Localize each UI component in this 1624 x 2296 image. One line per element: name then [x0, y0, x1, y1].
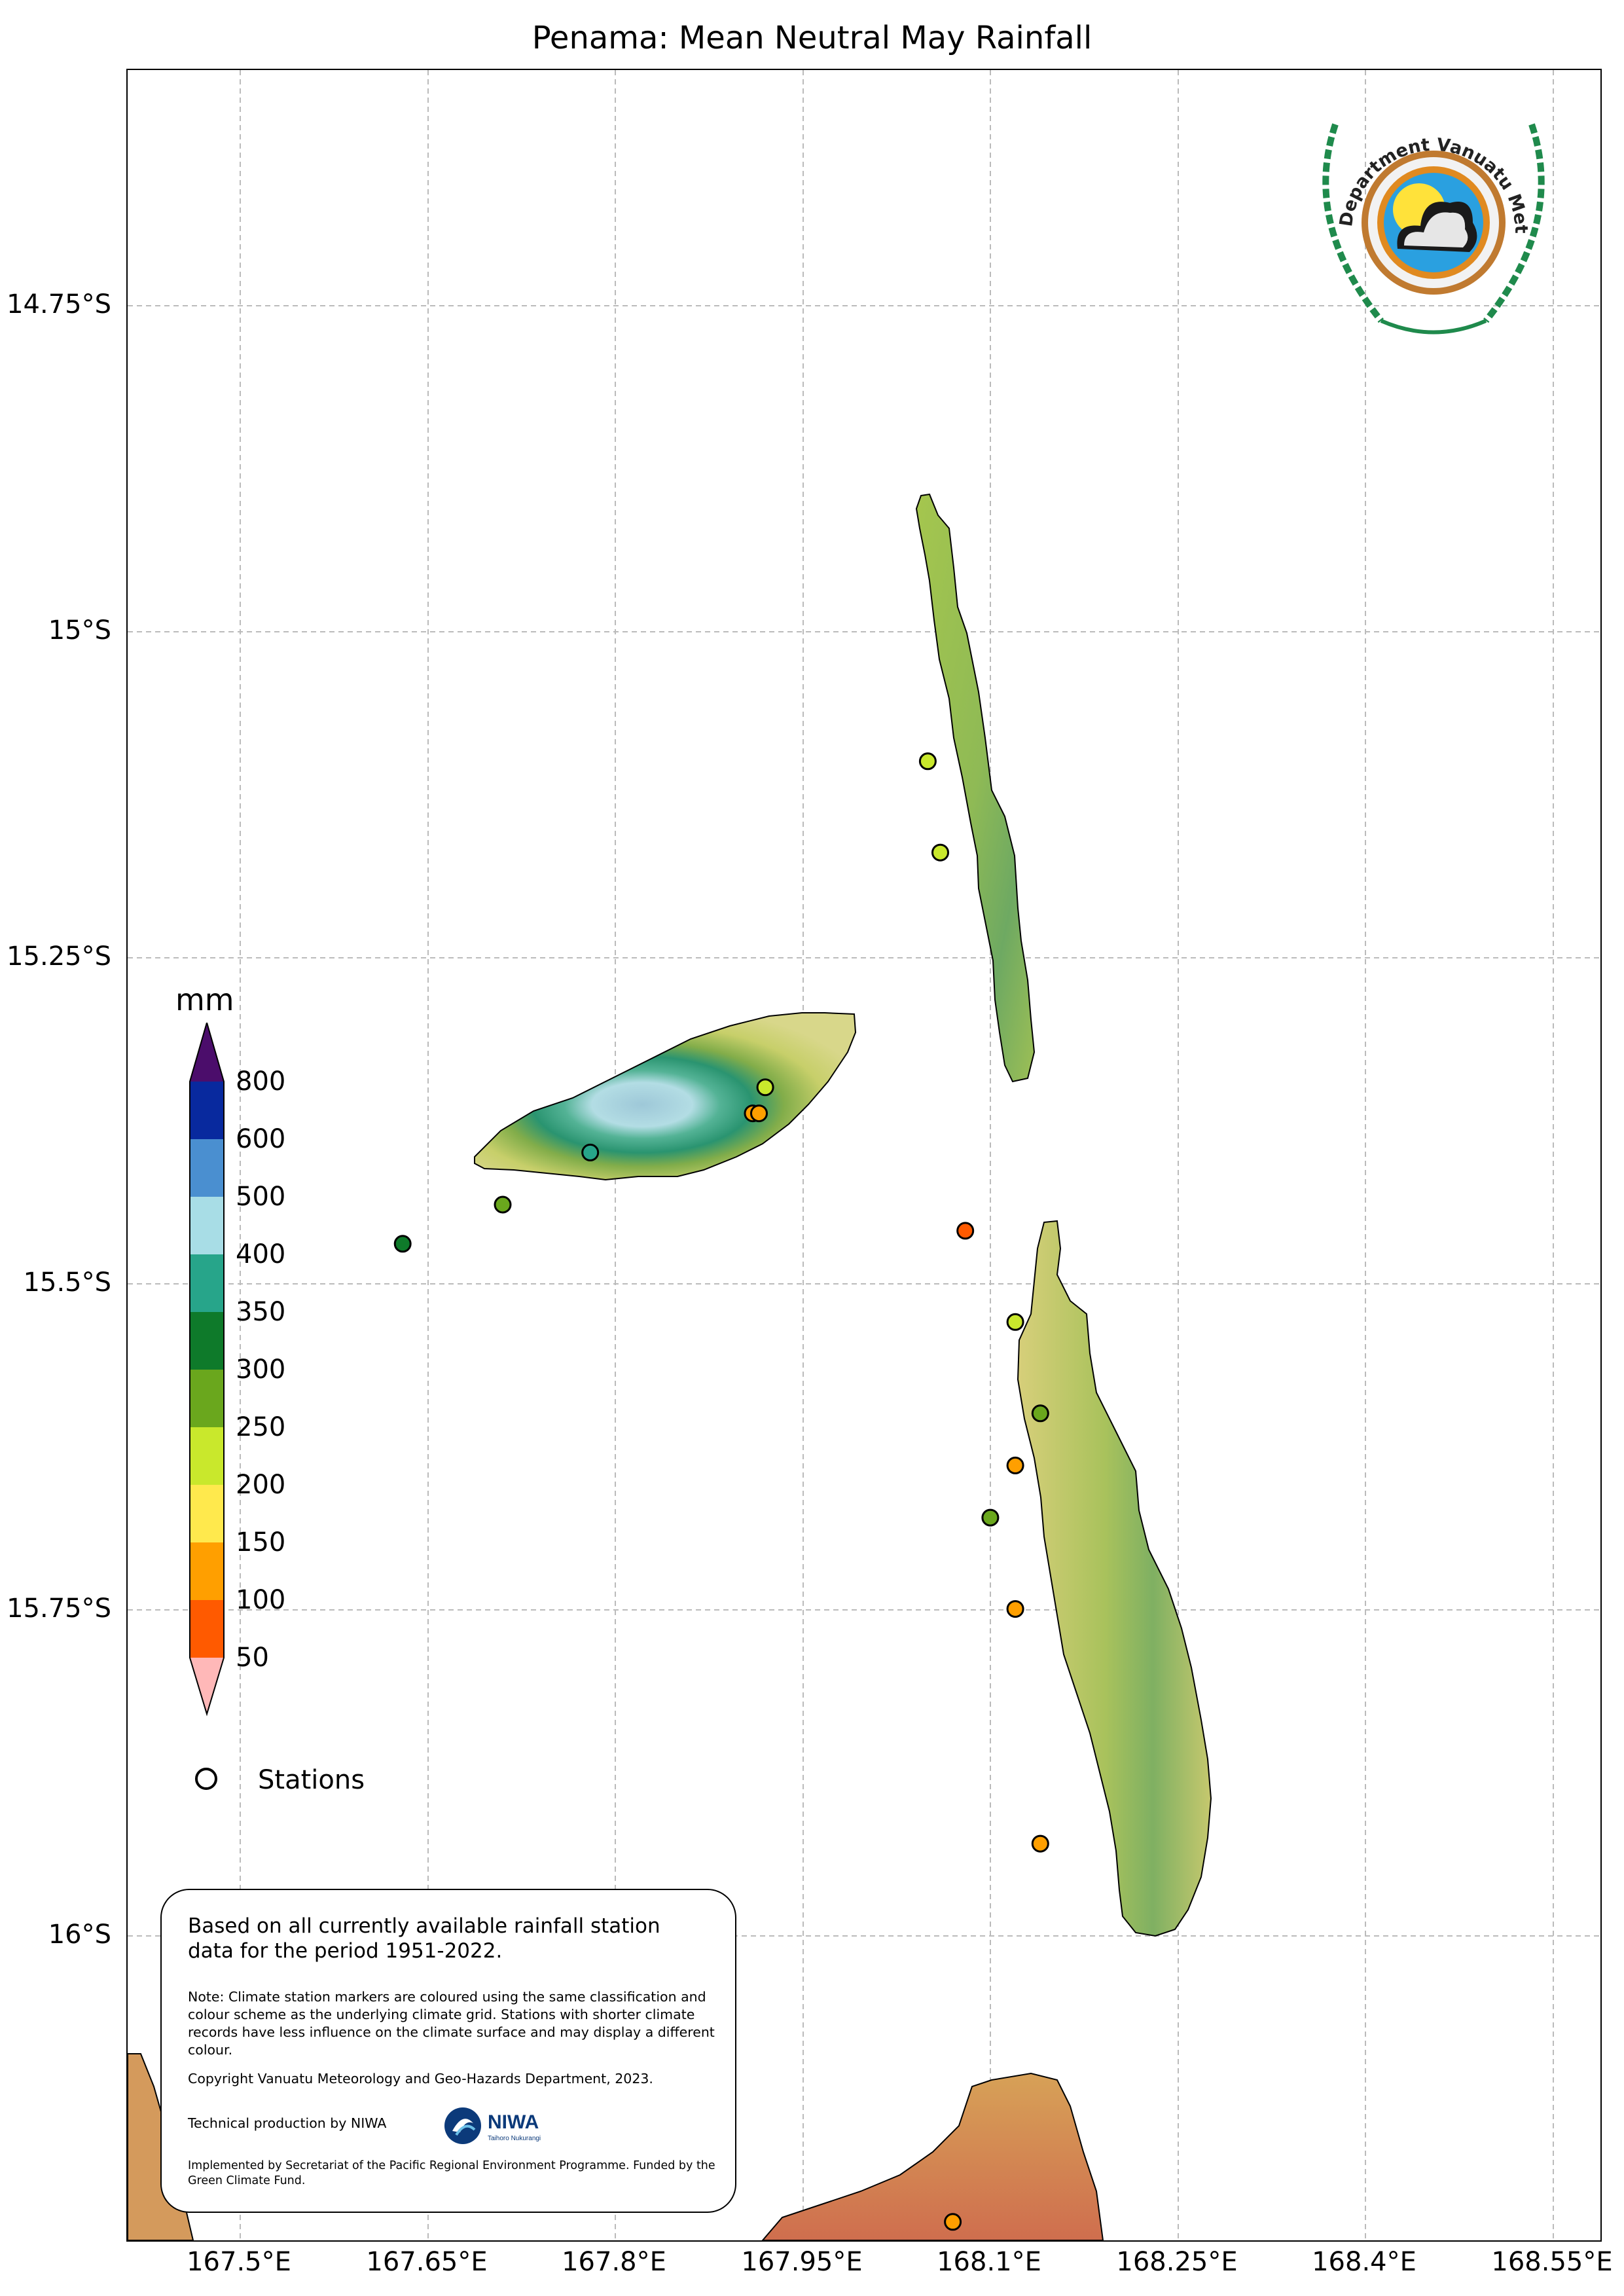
y-tick-label: 15°S — [48, 615, 111, 646]
note-box: Based on all currently available rainfal… — [160, 1889, 736, 2213]
colorbar-label: 600 — [236, 1124, 286, 1154]
station-marker[interactable] — [944, 2213, 962, 2231]
colorbar-label: 300 — [236, 1355, 286, 1385]
colorbar-segment — [190, 1542, 224, 1600]
colorbar — [189, 1023, 225, 1717]
niwa-wordmark: NIWA — [488, 2111, 539, 2133]
x-tick-label: 168.4°E — [1312, 2247, 1416, 2277]
colorbar-segment — [190, 1082, 224, 1139]
x-tick-label: 168.25°E — [1116, 2247, 1238, 2277]
niwa-tagline: Taihoro Nukurangi — [488, 2135, 541, 2142]
colorbar-segment — [190, 1370, 224, 1427]
gridlines — [128, 70, 1600, 2240]
colorbar-label: 200 — [236, 1470, 286, 1500]
y-tick-label: 15.5°S — [23, 1267, 111, 1298]
station-marker[interactable] — [756, 1078, 774, 1097]
station-marker-icon — [195, 1768, 217, 1790]
colorbar-label: 100 — [236, 1585, 286, 1615]
colorbar-label: 50 — [236, 1643, 269, 1673]
stations-layer — [393, 752, 1049, 2231]
colorbar-outline — [189, 1023, 225, 1717]
colorbar-label: 500 — [236, 1182, 286, 1212]
x-tick-label: 167.8°E — [562, 2247, 666, 2277]
colorbar-segment — [190, 1254, 224, 1312]
station-marker[interactable] — [956, 1222, 975, 1240]
x-tick-label: 167.5°E — [187, 2247, 291, 2277]
note-detail-text: Note: Climate station markers are colour… — [188, 1989, 715, 2058]
x-tick-label: 168.1°E — [937, 2247, 1041, 2277]
rainfall-map — [128, 70, 1600, 2240]
y-tick-label: 15.75°S — [7, 1594, 111, 1624]
map-panel[interactable] — [126, 69, 1602, 2242]
colorbar-upper-extension — [190, 1023, 224, 1082]
colorbar-label: 350 — [236, 1297, 286, 1327]
station-marker[interactable] — [1031, 1834, 1049, 1853]
note-tech-text: Technical production by NIWA — [188, 2115, 387, 2131]
x-tick-label: 167.65°E — [366, 2247, 488, 2277]
island-south-coast — [761, 2072, 1104, 2240]
y-tick-label: 14.75°S — [7, 289, 111, 319]
station-marker[interactable] — [1006, 1600, 1024, 1618]
y-tick-label: 15.25°S — [7, 941, 111, 972]
niwa-logo: NIWA Taihoro Nukurangi — [444, 2107, 541, 2144]
island-pentecost — [1017, 1220, 1212, 1937]
station-marker[interactable] — [981, 1508, 1000, 1527]
station-marker[interactable] — [581, 1143, 600, 1161]
colorbar-label: 800 — [236, 1066, 286, 1097]
note-main-text: Based on all currently available rainfal… — [188, 1914, 660, 1963]
colorbar-segment — [190, 1427, 224, 1485]
x-tick-label: 168.55°E — [1491, 2247, 1613, 2277]
map-title: Penama: Mean Neutral May Rainfall — [532, 20, 1092, 56]
station-legend-label: Stations — [258, 1765, 365, 1795]
vmgd-logo: Department Vanuatu Meteorology and Geo-H… — [1296, 98, 1545, 335]
colorbar-segment — [190, 1139, 224, 1197]
colorbar-label: 250 — [236, 1412, 286, 1442]
colorbar-label: 150 — [236, 1527, 286, 1558]
colorbar-segment — [190, 1600, 224, 1658]
y-tick-label: 16°S — [48, 1920, 111, 1950]
station-marker[interactable] — [1031, 1404, 1049, 1423]
station-marker[interactable] — [918, 752, 937, 771]
colorbar-segment — [190, 1312, 224, 1370]
legend-unit-label: mm — [175, 982, 234, 1017]
x-tick-label: 167.95°E — [741, 2247, 863, 2277]
station-marker[interactable] — [494, 1195, 512, 1214]
station-marker[interactable] — [1006, 1313, 1024, 1331]
colorbar-segment — [190, 1197, 224, 1254]
colorbar-label: 400 — [236, 1239, 286, 1269]
note-copyright-text: Copyright Vanuatu Meteorology and Geo-Ha… — [188, 2071, 653, 2086]
station-marker[interactable] — [1006, 1456, 1024, 1474]
colorbar-lower-extension — [190, 1658, 224, 1714]
colorbar-segment — [190, 1485, 224, 1542]
note-implemented-text: Implemented by Secretariat of the Pacifi… — [188, 2159, 715, 2187]
island-ambae — [474, 1012, 857, 1181]
island-maewo — [915, 493, 1036, 1083]
station-marker[interactable] — [750, 1104, 768, 1123]
station-marker[interactable] — [393, 1235, 412, 1253]
station-marker[interactable] — [931, 843, 949, 862]
